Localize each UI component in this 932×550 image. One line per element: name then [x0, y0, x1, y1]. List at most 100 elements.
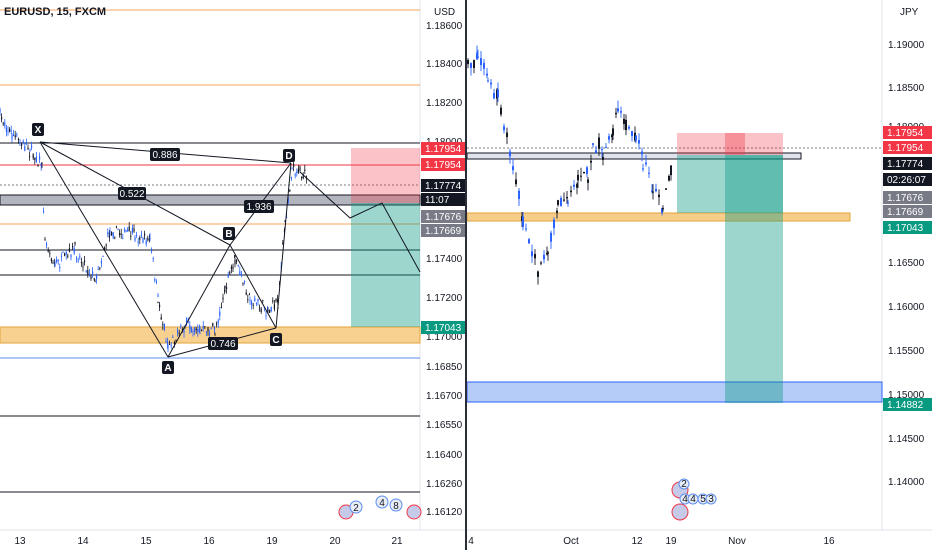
candle-body — [204, 326, 206, 328]
candle-body — [252, 304, 254, 306]
pane-divider[interactable] — [465, 0, 467, 550]
candle-body — [170, 345, 172, 347]
pattern-point-badge — [223, 227, 235, 240]
candle-body — [547, 252, 549, 254]
candle-body — [22, 140, 24, 143]
price-tick-label: 1.16120 — [426, 507, 463, 518]
candle-body — [44, 238, 46, 240]
candle-body — [19, 142, 21, 144]
candle-body — [487, 80, 489, 82]
candle-body — [297, 168, 299, 173]
price-tag-bg — [883, 221, 932, 234]
candle-body — [500, 107, 502, 115]
candle-body — [651, 190, 653, 192]
price-tag-label: 1.17676 — [887, 193, 924, 204]
candle-body — [144, 233, 146, 236]
price-tag-label: 1.17954 — [425, 144, 462, 155]
candle-body — [198, 328, 200, 333]
right-chart-pane[interactable]: 1.190001.185001.180001.175001.170001.165… — [467, 0, 932, 550]
candle-body — [11, 134, 13, 140]
candle-body — [50, 258, 52, 262]
candle-body — [531, 251, 533, 257]
right-chart-canvas[interactable]: 1.190001.185001.180001.175001.170001.165… — [467, 0, 932, 550]
price-tick-label: 1.18200 — [426, 98, 463, 109]
candle-body — [133, 228, 135, 232]
price-tick-label: 1.14500 — [888, 434, 925, 445]
candle-body — [213, 327, 215, 330]
candle-body — [122, 237, 124, 239]
pattern-point-badge — [162, 361, 174, 374]
candle-body — [642, 168, 644, 170]
candle-body — [177, 330, 179, 333]
event-badge-icon — [678, 478, 690, 490]
pattern-leg-xa — [39, 141, 169, 358]
left-chart-canvas[interactable]: X A B C D 0.886 0.522 1.936 0.746 1.18600 1.18400 1… — [0, 0, 466, 550]
left-chart-pane[interactable]: X A B C D 0.886 0.522 1.936 0.746 1.18600 1.18400 1… — [0, 0, 466, 550]
candle-body — [273, 304, 275, 310]
candle-body — [477, 56, 479, 58]
price-tag-label: 1.17954 — [425, 160, 462, 171]
candle-body — [92, 271, 94, 274]
candle-body — [167, 344, 169, 349]
candle-body — [0, 108, 1, 113]
candle-body — [167, 341, 169, 346]
price-tag-label: 1.17676 — [425, 212, 462, 223]
candle-body — [157, 302, 159, 304]
take-profit-box — [677, 155, 783, 213]
left-currency-label: USD — [434, 7, 456, 18]
candle-body — [34, 157, 36, 160]
candle-body — [563, 199, 565, 201]
candle-body — [473, 60, 475, 69]
price-tag-bg — [421, 142, 465, 155]
ratio-label: 1.936 — [246, 202, 271, 213]
candle-body — [270, 306, 272, 312]
time-tick-label: 13 — [14, 536, 26, 547]
candle-body — [605, 147, 607, 149]
candle-body — [165, 340, 167, 342]
candle-body — [115, 226, 117, 228]
candle-body — [127, 230, 129, 232]
candle-body — [586, 167, 588, 174]
candle-body — [301, 176, 303, 178]
candle-body — [80, 262, 82, 264]
candle-body — [557, 200, 559, 205]
candle-body — [186, 318, 188, 323]
candle-body — [52, 262, 54, 264]
candle-body — [183, 329, 185, 333]
candle-body — [97, 269, 99, 271]
candle-body — [82, 266, 84, 268]
candle-body — [1, 116, 3, 120]
price-tick-label: 1.18600 — [426, 21, 463, 32]
candle-body — [304, 169, 306, 171]
price-tag-label: 1.17774 — [425, 181, 462, 192]
candle-body — [249, 299, 251, 301]
time-tick-label: 16 — [203, 536, 215, 547]
candle-body — [247, 299, 249, 301]
candle-body — [260, 308, 262, 313]
price-tag-bg — [421, 179, 465, 192]
candle-body — [665, 188, 667, 190]
candle-body — [661, 208, 663, 213]
candle-body — [160, 317, 162, 320]
candle-body — [72, 245, 74, 248]
price-tick-label: 1.17000 — [426, 332, 463, 343]
candle-body — [635, 135, 637, 141]
price-tag-label: 1.17954 — [887, 128, 924, 139]
candle-body — [21, 144, 23, 146]
candle-body — [88, 273, 90, 275]
candle-body — [580, 175, 582, 177]
candle-body — [234, 259, 236, 265]
candle-body — [216, 323, 218, 325]
symbol-title[interactable]: EURUSD, 15, FXCM — [4, 6, 107, 18]
candle-body — [224, 285, 226, 288]
time-tick-label: 12 — [631, 536, 643, 547]
stop-loss-box-2 — [725, 133, 745, 155]
candle-body — [257, 298, 259, 302]
candle-body — [128, 226, 130, 232]
candle-body — [120, 233, 122, 235]
candle-body — [293, 163, 295, 167]
candle-body — [611, 134, 613, 138]
candle-body — [567, 202, 569, 204]
candle-body — [93, 278, 95, 280]
candle-body — [99, 267, 101, 269]
